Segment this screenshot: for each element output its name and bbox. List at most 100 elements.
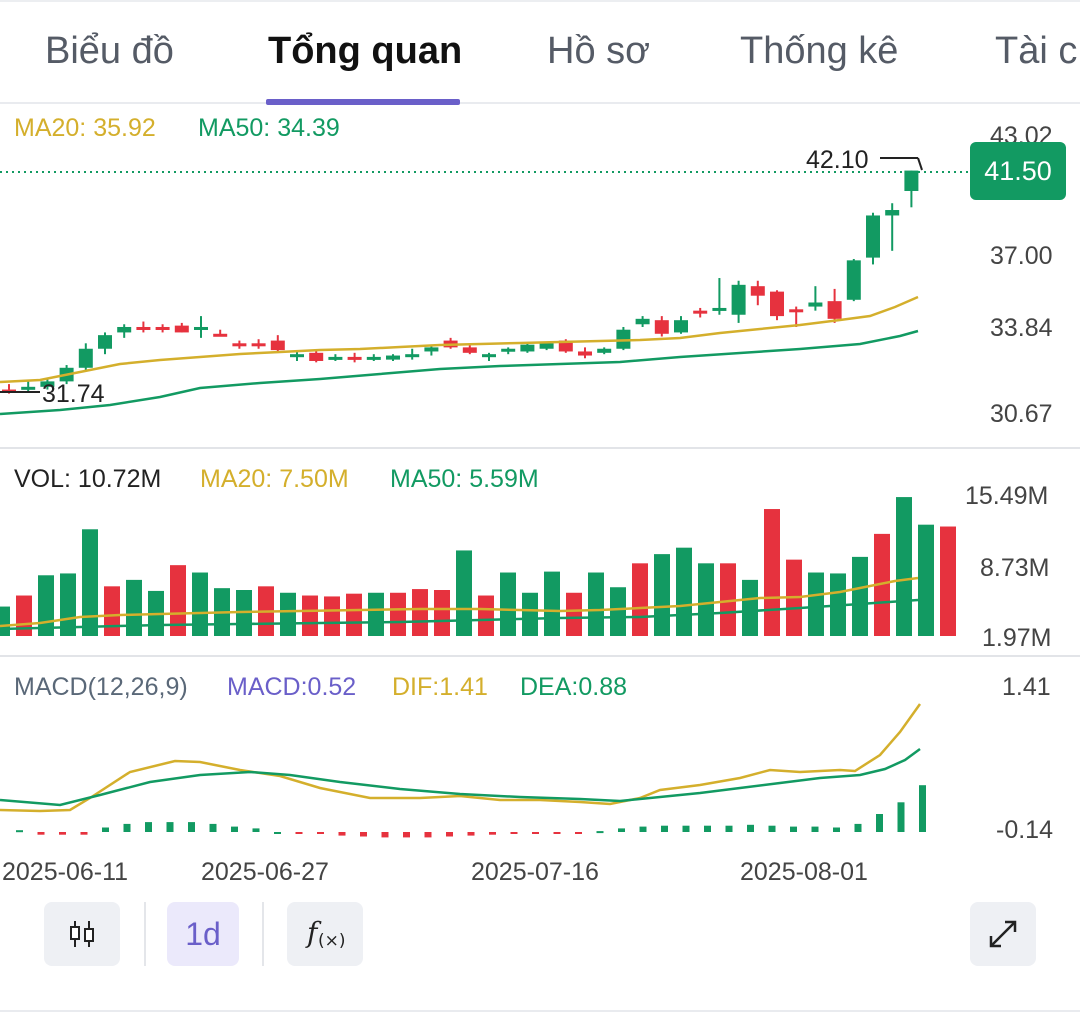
candle-body: [194, 326, 208, 330]
volume-bar: [324, 596, 340, 636]
macd-axis-max: 1.41: [1002, 673, 1051, 701]
volume-bar: [940, 526, 956, 636]
volume-bar: [434, 590, 450, 636]
volume-bar: [82, 529, 98, 636]
price-axis-tick: 33.84: [990, 314, 1053, 342]
volume-bar: [346, 593, 362, 636]
macd-bar: [317, 832, 324, 834]
macd-bar: [102, 827, 109, 832]
candle-body: [654, 320, 669, 334]
candle-body: [693, 310, 708, 314]
volume-bar: [170, 565, 186, 636]
interval-button[interactable]: 1d: [167, 902, 239, 966]
high-price-label: 42.10: [806, 146, 869, 174]
date-label: 2025-08-01: [740, 858, 868, 886]
fullscreen-button[interactable]: [970, 902, 1036, 966]
candle-body: [712, 307, 727, 311]
svg-text:(×): (×): [318, 931, 345, 951]
toolbar-divider: [262, 902, 264, 966]
candle-body: [117, 326, 132, 333]
candle-body: [482, 354, 496, 358]
volume-axis-max: 15.49M: [965, 482, 1049, 510]
ma20-price-line: [0, 295, 919, 384]
macd-bar: [510, 832, 518, 834]
macd-bar: [59, 832, 66, 835]
volume-bar: [126, 579, 142, 636]
candle-body: [290, 354, 304, 358]
active-tab-indicator: [266, 99, 460, 105]
stock-chart[interactable]: [0, 104, 1080, 864]
macd-bar: [919, 785, 926, 832]
volume-bar: [896, 497, 912, 636]
macd-bar: [833, 827, 840, 832]
macd-bar: [145, 822, 152, 832]
candle-body: [78, 348, 93, 368]
macd-bar: [489, 832, 496, 835]
volume-bar: [544, 571, 560, 636]
macd-bar: [725, 825, 733, 832]
tab-statistics[interactable]: Thống kê: [740, 30, 899, 72]
candle-body: [578, 351, 592, 356]
macd-bar: [639, 826, 647, 832]
current-price-badge: 41.50: [970, 142, 1066, 200]
volume-ma50-label: MA50: 5.59M: [390, 465, 539, 493]
volume-bar: [720, 563, 736, 636]
volume-axis-mid: 8.73M: [980, 554, 1050, 582]
volume-bar: [104, 586, 120, 636]
macd-bar: [16, 830, 23, 833]
volume-bar: [918, 524, 934, 636]
candle-body: [251, 343, 266, 347]
chart-type-button[interactable]: [44, 902, 120, 966]
volume-bar: [192, 572, 208, 636]
dif-line: [0, 703, 922, 813]
macd-bar: [747, 824, 754, 832]
ma50-price-label: MA50: 34.39: [198, 114, 340, 142]
macd-bar: [295, 832, 303, 834]
volume-bar: [522, 592, 538, 636]
volume-bar: [588, 572, 604, 636]
candle-body: [462, 347, 477, 353]
macd-bar: [876, 814, 883, 832]
candle-body: [846, 260, 861, 300]
volume-bar: [280, 592, 296, 636]
macd-bar: [80, 832, 88, 835]
macd-bar: [768, 825, 776, 832]
tab-financials[interactable]: Tài c: [995, 30, 1078, 72]
macd-bar: [446, 832, 453, 837]
candle-body: [136, 326, 151, 330]
macd-bar: [704, 825, 711, 832]
volume-axis-min: 1.97M: [982, 624, 1052, 652]
candle-body: [808, 302, 823, 307]
volume-bar: [500, 572, 516, 636]
volume-bar: [566, 592, 582, 636]
tab-profile[interactable]: Hồ sơ: [547, 30, 651, 72]
candle-body: [347, 356, 362, 360]
volume-bar: [676, 547, 692, 636]
volume-bar: [302, 595, 318, 636]
macd-bar: [231, 826, 238, 832]
macd-bar: [123, 823, 131, 832]
tab-chart[interactable]: Biểu đồ: [45, 30, 174, 72]
date-label: 2025-06-27: [201, 858, 329, 886]
macd-bar: [252, 828, 260, 832]
macd-bar: [381, 832, 389, 838]
macd-bar: [467, 832, 475, 836]
volume-bar: [412, 589, 428, 636]
candle-body: [270, 340, 285, 351]
candle-body: [501, 348, 516, 352]
volume-bar: [16, 595, 32, 636]
volume-bar: [456, 550, 472, 636]
volume-bar: [698, 563, 714, 636]
candle-body: [213, 333, 228, 337]
volume-bar: [742, 579, 758, 636]
candle-body: [309, 352, 324, 361]
candle-body: [98, 335, 112, 349]
volume-bar: [874, 533, 890, 636]
macd-bar: [209, 823, 217, 832]
indicator-button[interactable]: f (×): [287, 902, 363, 966]
tab-overview[interactable]: Tổng quan: [268, 30, 463, 72]
volume-bar: [852, 556, 868, 636]
volume-bar: [610, 587, 626, 636]
macd-bar: [618, 828, 625, 832]
macd-bar: [424, 832, 432, 838]
